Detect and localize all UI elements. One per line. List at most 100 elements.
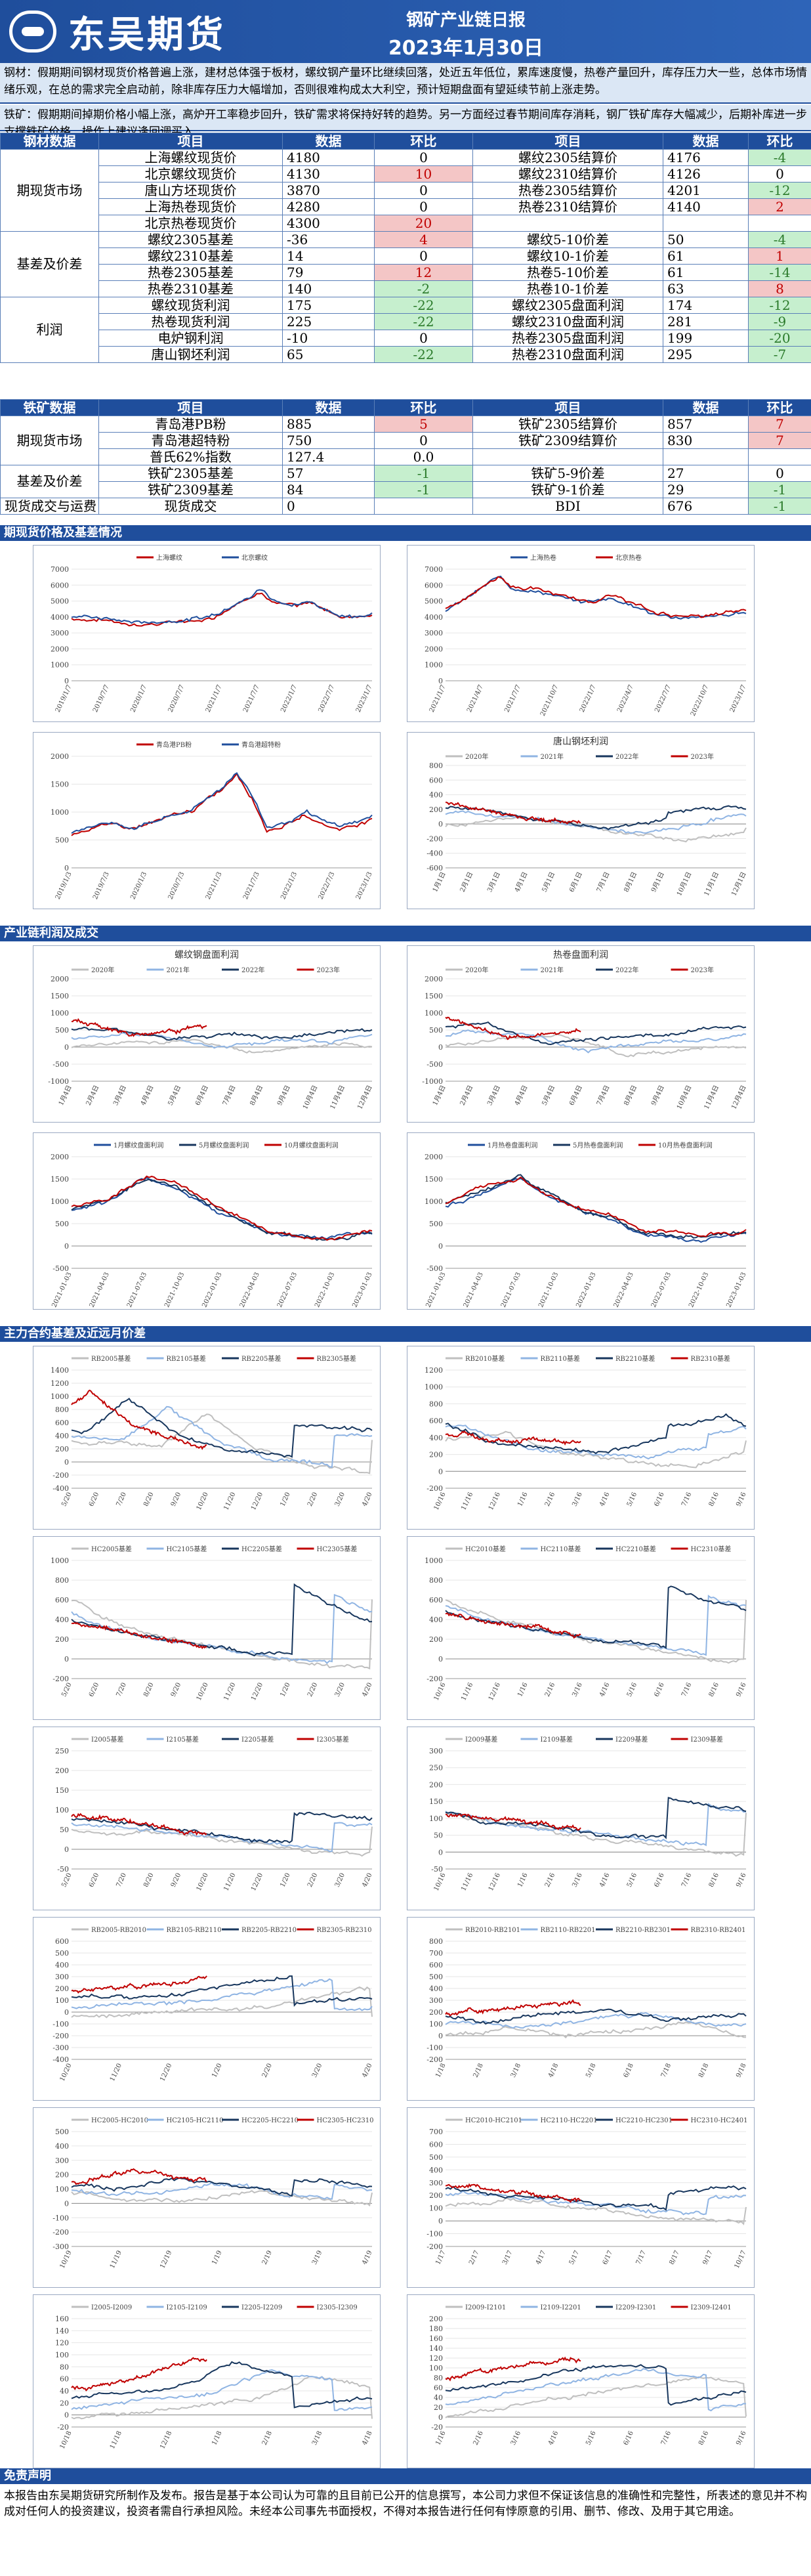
x-tick-label: 1/20 <box>279 1872 291 1889</box>
x-tick-label: 2019/1/3 <box>54 871 73 901</box>
chart-panel: 上海螺纹 北京螺纹 0 1000 2000 3000 4000 5000 6000 7000 201… <box>33 545 381 722</box>
value-cell: 140 <box>282 280 375 297</box>
x-tick-label: 2021-01-03 <box>425 1272 447 1309</box>
category-cell: 期现货市场 <box>0 416 99 465</box>
series-line <box>445 576 747 618</box>
item-cell: 现货成交 <box>98 498 283 515</box>
x-tick-label: 2022-07-03 <box>650 1272 673 1309</box>
change-cell: 12 <box>374 264 473 281</box>
x-tick-label: 10/16 <box>433 1682 447 1702</box>
svg-text:2022年: 2022年 <box>615 966 638 974</box>
series-line <box>71 1826 373 1857</box>
y-tick-label: 160 <box>55 2315 69 2323</box>
y-tick-label: -50 <box>57 1865 69 1874</box>
x-tick-label: 2/18 <box>261 2430 274 2447</box>
x-tick-label: 2022/7/3 <box>318 871 337 901</box>
y-tick-label: 1000 <box>425 1197 443 1206</box>
y-tick-label: -500 <box>52 1264 69 1273</box>
x-tick-label: 10/20 <box>59 2063 73 2083</box>
y-tick-label: 100 <box>55 1996 69 2005</box>
x-tick-label: 1/18 <box>211 2430 223 2447</box>
y-tick-label: 600 <box>55 1596 69 1604</box>
x-tick-label: 2/17 <box>468 2250 480 2266</box>
series-line <box>445 2376 747 2418</box>
legend-item: 2021年 <box>520 752 564 761</box>
item-cell: 上海螺纹现货价 <box>98 149 283 166</box>
y-tick-label: 1500 <box>425 1175 443 1184</box>
change-cell: -1 <box>748 481 811 498</box>
series-line <box>71 1406 373 1469</box>
y-tick-label: -200 <box>426 2243 443 2251</box>
table-row: 青岛港超特粉 750 0 铁矿2309结算价 830 7 <box>1 432 811 449</box>
value-cell: 830 <box>663 432 749 449</box>
svg-text:RB2305基差: RB2305基差 <box>317 1354 356 1363</box>
x-tick-label: 2022-07-03 <box>276 1272 299 1309</box>
series-line <box>71 589 373 624</box>
legend-item: RB2105基差 <box>146 1354 206 1363</box>
y-tick-label: 800 <box>429 762 443 770</box>
y-tick-label: 200 <box>55 2171 69 2179</box>
y-tick-label: 800 <box>429 1937 443 1946</box>
x-tick-label: 4/18 <box>361 2430 373 2447</box>
table-row: 期现货市场 青岛港PB粉 885 5 铁矿2305结算价 857 7 <box>0 416 811 465</box>
x-tick-label: 2023/1/3 <box>355 871 374 901</box>
legend-item: HC2110-HC2201 <box>520 2117 598 2124</box>
y-tick-label: 0 <box>438 2217 443 2225</box>
x-tick-label: 3月1日 <box>486 870 502 893</box>
y-tick-label: 0 <box>438 820 443 828</box>
y-tick-label: 500 <box>55 836 69 845</box>
x-tick-label: 8/20 <box>142 1682 155 1698</box>
svg-text:1月热卷盘面利润: 1月热卷盘面利润 <box>488 1141 537 1149</box>
change-cell: 0 <box>374 330 473 347</box>
legend-item: 2020年 <box>446 966 488 974</box>
x-tick-label: 7/20 <box>115 1492 128 1508</box>
y-tick-label: 200 <box>55 1635 69 1644</box>
item-cell: 螺纹2305盘面利润 <box>472 297 663 314</box>
x-tick-label: 10/19 <box>59 2250 73 2270</box>
x-tick-label: 11月1日 <box>703 870 720 897</box>
table-header-cell: 数据 <box>663 133 749 150</box>
y-tick-label: 0 <box>438 1043 443 1052</box>
y-tick-label: 120 <box>429 2354 443 2363</box>
x-tick-label: 2019/7/3 <box>92 871 111 901</box>
y-tick-label: 1200 <box>425 1366 443 1375</box>
x-tick-label: 6/17 <box>602 2250 614 2266</box>
item-cell: 唐山钢坯利润 <box>98 346 283 363</box>
y-tick-label: 7000 <box>51 565 69 574</box>
svg-text:I2205基差: I2205基差 <box>241 1735 274 1744</box>
y-tick-label: 50 <box>60 1826 69 1834</box>
table-header-cell: 项目 <box>98 133 283 150</box>
x-tick-label: 2022-04-03 <box>239 1272 261 1309</box>
y-tick-label: 1000 <box>51 1009 69 1018</box>
chart-svg: 1月螺纹盘面利润 5月螺纹盘面利润 10月螺纹盘面利润 -500 0 500 1000 150… <box>51 1141 374 1309</box>
x-tick-label: 12月4日 <box>356 1084 373 1111</box>
series-line <box>445 817 747 843</box>
x-tick-label: 2022-01-03 <box>201 1272 223 1309</box>
legend-item: I2309基差 <box>671 1735 723 1744</box>
svg-text:2023年: 2023年 <box>317 966 340 974</box>
legend-item: I2009-I2101 <box>446 2304 506 2311</box>
change-cell: -1 <box>374 465 473 482</box>
y-tick-label: -100 <box>426 2044 443 2052</box>
chart-panel: 热卷盘面利润 2020年 2021年 2022年 2023年 -1000 -500 0 500 1… <box>407 945 755 1123</box>
x-tick-label: 7/20 <box>115 1872 128 1889</box>
y-tick-label: 5000 <box>425 597 443 606</box>
y-tick-label: 1000 <box>51 1392 69 1401</box>
y-tick-label: 700 <box>429 2128 443 2136</box>
x-tick-label: 2021/1/3 <box>205 871 224 901</box>
y-tick-label: 700 <box>429 1949 443 1958</box>
x-tick-label: 9/16 <box>735 1682 747 1698</box>
table-row: 上海热卷现货价 4280 0 热卷2310结算价 4140 2 <box>1 198 811 215</box>
table-row: 利润 螺纹现货利润 175 -22 螺纹2305盘面利润 174 -12 <box>0 297 811 363</box>
legend-item: HC2305-HC2310 <box>297 2117 374 2124</box>
value-cell: 63 <box>663 280 749 297</box>
x-tick-label: 7/18 <box>660 2063 673 2079</box>
legend-item: HC2205-HC2210 <box>222 2117 299 2124</box>
svg-text:青岛港超特粉: 青岛港超特粉 <box>241 741 281 749</box>
series-line <box>445 2008 747 2025</box>
y-tick-label: 1000 <box>51 1197 69 1206</box>
y-tick-label: -500 <box>426 1060 443 1069</box>
value-cell: 857 <box>663 416 749 433</box>
chart-svg: 上海热卷 北京热卷 0 1000 2000 3000 4000 5000 6000 7000 202… <box>425 553 748 718</box>
y-tick-label: -100 <box>426 2230 443 2239</box>
